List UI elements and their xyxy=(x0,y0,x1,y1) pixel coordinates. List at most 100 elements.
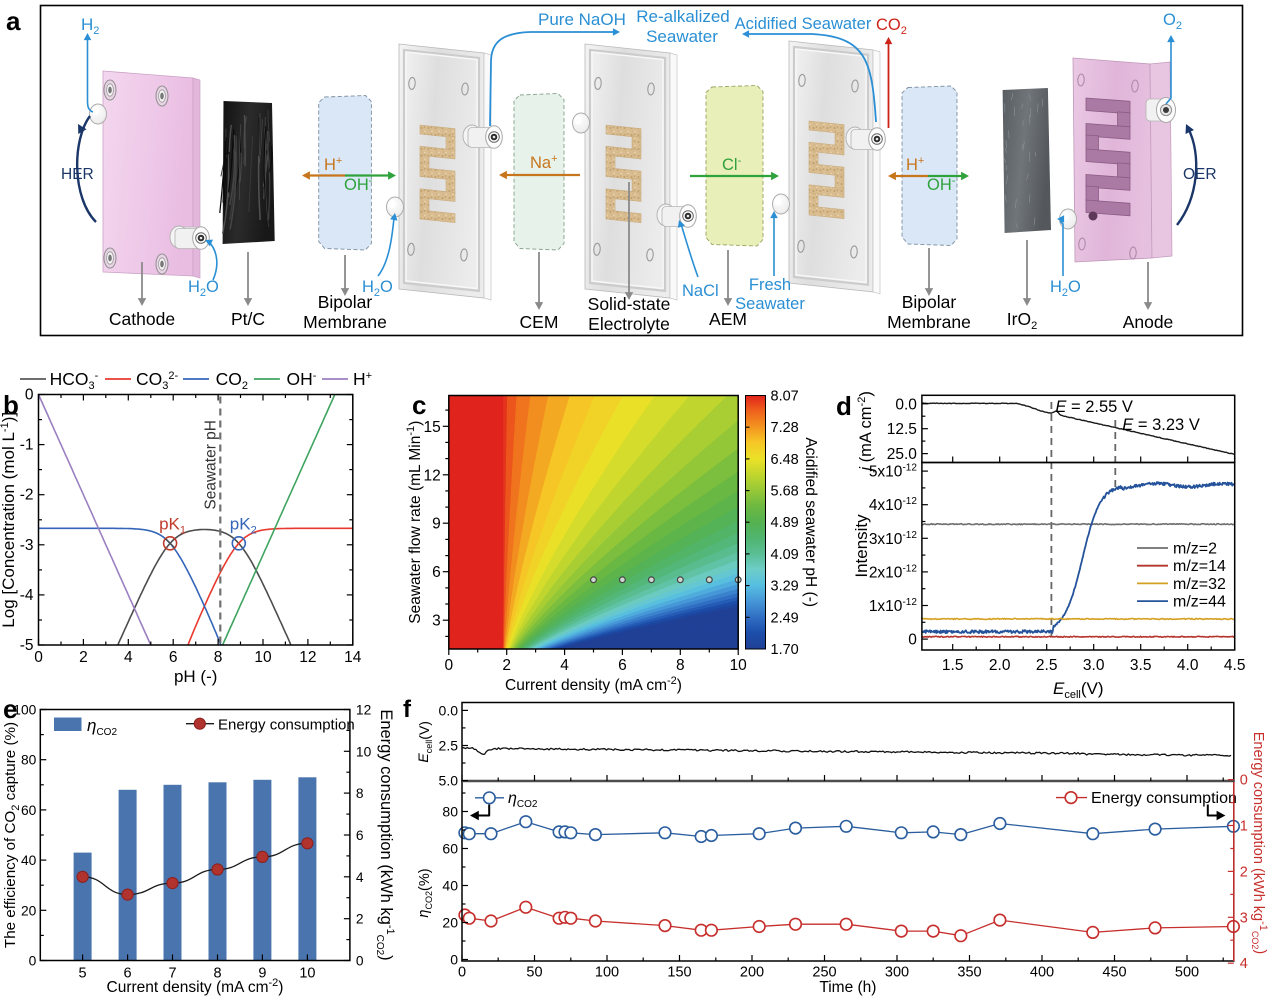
svg-text:2: 2 xyxy=(502,657,511,674)
svg-text:m/z=14: m/z=14 xyxy=(1173,558,1226,575)
svg-text:H2O: H2O xyxy=(362,278,393,299)
svg-text:8: 8 xyxy=(214,649,223,666)
svg-text:Re-alkalized: Re-alkalized xyxy=(636,7,730,26)
svg-text:H2: H2 xyxy=(81,15,99,37)
svg-text:450: 450 xyxy=(1102,965,1126,981)
svg-text:2.5: 2.5 xyxy=(439,738,459,754)
svg-text:250: 250 xyxy=(812,965,836,981)
svg-text:0: 0 xyxy=(458,965,466,981)
svg-text:Ecell(V): Ecell(V) xyxy=(1053,679,1104,701)
svg-text:50: 50 xyxy=(526,965,542,981)
svg-text:0: 0 xyxy=(29,954,37,969)
svg-text:400: 400 xyxy=(1030,965,1054,981)
svg-text:0: 0 xyxy=(25,387,34,404)
svg-text:20: 20 xyxy=(21,903,37,918)
svg-text:ηCO2: ηCO2 xyxy=(87,716,117,738)
svg-text:12: 12 xyxy=(424,467,441,484)
svg-text:Membrane: Membrane xyxy=(887,312,971,332)
svg-text:Log [Concentration (mol L-1)]: Log [Concentration (mol L-1)] xyxy=(0,412,18,628)
svg-text:100: 100 xyxy=(595,965,619,981)
svg-text:-1: -1 xyxy=(20,437,34,454)
svg-text:3x10-12: 3x10-12 xyxy=(869,530,918,548)
svg-text:2: 2 xyxy=(79,649,88,666)
svg-text:5.0: 5.0 xyxy=(439,773,459,789)
svg-text:CO2: CO2 xyxy=(216,369,248,392)
svg-text:350: 350 xyxy=(957,965,981,981)
svg-text:2: 2 xyxy=(356,912,364,927)
svg-text:b: b xyxy=(3,390,19,420)
svg-text:Solid-state: Solid-state xyxy=(588,294,671,314)
svg-text:e: e xyxy=(3,694,17,724)
svg-text:c: c xyxy=(412,390,426,420)
svg-text:1x10-12: 1x10-12 xyxy=(869,597,918,615)
svg-text:OH-: OH- xyxy=(287,369,317,389)
svg-text:0.0: 0.0 xyxy=(439,702,459,718)
svg-text:4.89: 4.89 xyxy=(771,515,799,531)
svg-text:H2O: H2O xyxy=(1050,278,1081,299)
svg-text:Time (h): Time (h) xyxy=(819,979,876,996)
svg-text:20: 20 xyxy=(442,915,458,931)
svg-text:6: 6 xyxy=(432,564,441,581)
svg-text:2: 2 xyxy=(1240,864,1248,880)
svg-text:0: 0 xyxy=(356,954,364,969)
svg-text:Acidified Seawater: Acidified Seawater xyxy=(735,15,872,33)
svg-text:Electrolyte: Electrolyte xyxy=(588,314,670,334)
svg-text:The efficiency of CO2 capture: The efficiency of CO2 capture (%) xyxy=(2,722,22,948)
svg-text:O2: O2 xyxy=(1163,11,1182,32)
svg-text:Na+: Na+ xyxy=(530,153,558,172)
svg-text:j (mA cm-2): j (mA cm-2) xyxy=(856,391,875,472)
svg-text:Current density (mA cm-2): Current density (mA cm-2) xyxy=(107,977,284,996)
svg-text:4: 4 xyxy=(1240,956,1248,972)
svg-text:12: 12 xyxy=(356,703,371,718)
svg-text:Current density (mA cm-2): Current density (mA cm-2) xyxy=(505,675,682,694)
svg-text:Fresh: Fresh xyxy=(749,276,791,294)
svg-text:12.5: 12.5 xyxy=(887,421,917,438)
svg-text:10: 10 xyxy=(299,966,315,982)
svg-text:1.70: 1.70 xyxy=(771,642,799,658)
svg-text:40: 40 xyxy=(442,878,458,894)
svg-text:0: 0 xyxy=(450,952,458,968)
svg-text:10: 10 xyxy=(730,657,748,674)
svg-text:2.49: 2.49 xyxy=(771,610,799,626)
svg-text:1.5: 1.5 xyxy=(942,657,964,674)
svg-text:300: 300 xyxy=(885,965,909,981)
svg-text:0: 0 xyxy=(444,657,453,674)
svg-text:d: d xyxy=(836,391,852,421)
svg-text:6: 6 xyxy=(169,649,178,666)
svg-text:6: 6 xyxy=(124,966,132,982)
svg-text:Membrane: Membrane xyxy=(303,312,387,332)
svg-text:1: 1 xyxy=(1240,819,1248,835)
svg-text:Acidified seawater pH (-): Acidified seawater pH (-) xyxy=(802,437,819,607)
svg-text:m/z=44: m/z=44 xyxy=(1173,594,1226,611)
svg-text:3.5: 3.5 xyxy=(1130,657,1152,674)
svg-text:9: 9 xyxy=(258,966,266,982)
svg-text:9: 9 xyxy=(432,516,441,533)
svg-text:OER: OER xyxy=(1183,166,1217,183)
svg-text:pK2: pK2 xyxy=(230,514,257,536)
svg-text:0: 0 xyxy=(908,632,917,649)
svg-text:OH-: OH- xyxy=(344,175,373,194)
svg-text:60: 60 xyxy=(442,841,458,857)
svg-text:6: 6 xyxy=(618,657,627,674)
svg-text:m/z=2: m/z=2 xyxy=(1173,541,1217,558)
svg-text:2.0: 2.0 xyxy=(989,657,1011,674)
svg-text:-5: -5 xyxy=(20,637,34,654)
svg-text:8: 8 xyxy=(676,657,685,674)
svg-text:4: 4 xyxy=(124,649,133,666)
svg-text:a: a xyxy=(6,6,21,36)
svg-text:IrO2: IrO2 xyxy=(1007,309,1037,332)
svg-text:3.0: 3.0 xyxy=(1083,657,1105,674)
svg-text:H+: H+ xyxy=(353,369,372,389)
svg-text:5.68: 5.68 xyxy=(771,484,799,500)
svg-text:HCO3-: HCO3- xyxy=(50,369,99,392)
svg-text:pK1: pK1 xyxy=(159,514,186,536)
svg-text:H2O: H2O xyxy=(188,278,219,299)
svg-text:4: 4 xyxy=(560,657,569,674)
svg-text:40: 40 xyxy=(21,853,37,868)
svg-text:2x10-12: 2x10-12 xyxy=(869,563,918,581)
svg-text:E = 3.23 V: E = 3.23 V xyxy=(1122,416,1200,434)
svg-text:8: 8 xyxy=(213,966,221,982)
svg-text:pH (-): pH (-) xyxy=(174,667,217,686)
svg-text:8: 8 xyxy=(356,786,364,801)
svg-text:2.5: 2.5 xyxy=(1036,657,1058,674)
